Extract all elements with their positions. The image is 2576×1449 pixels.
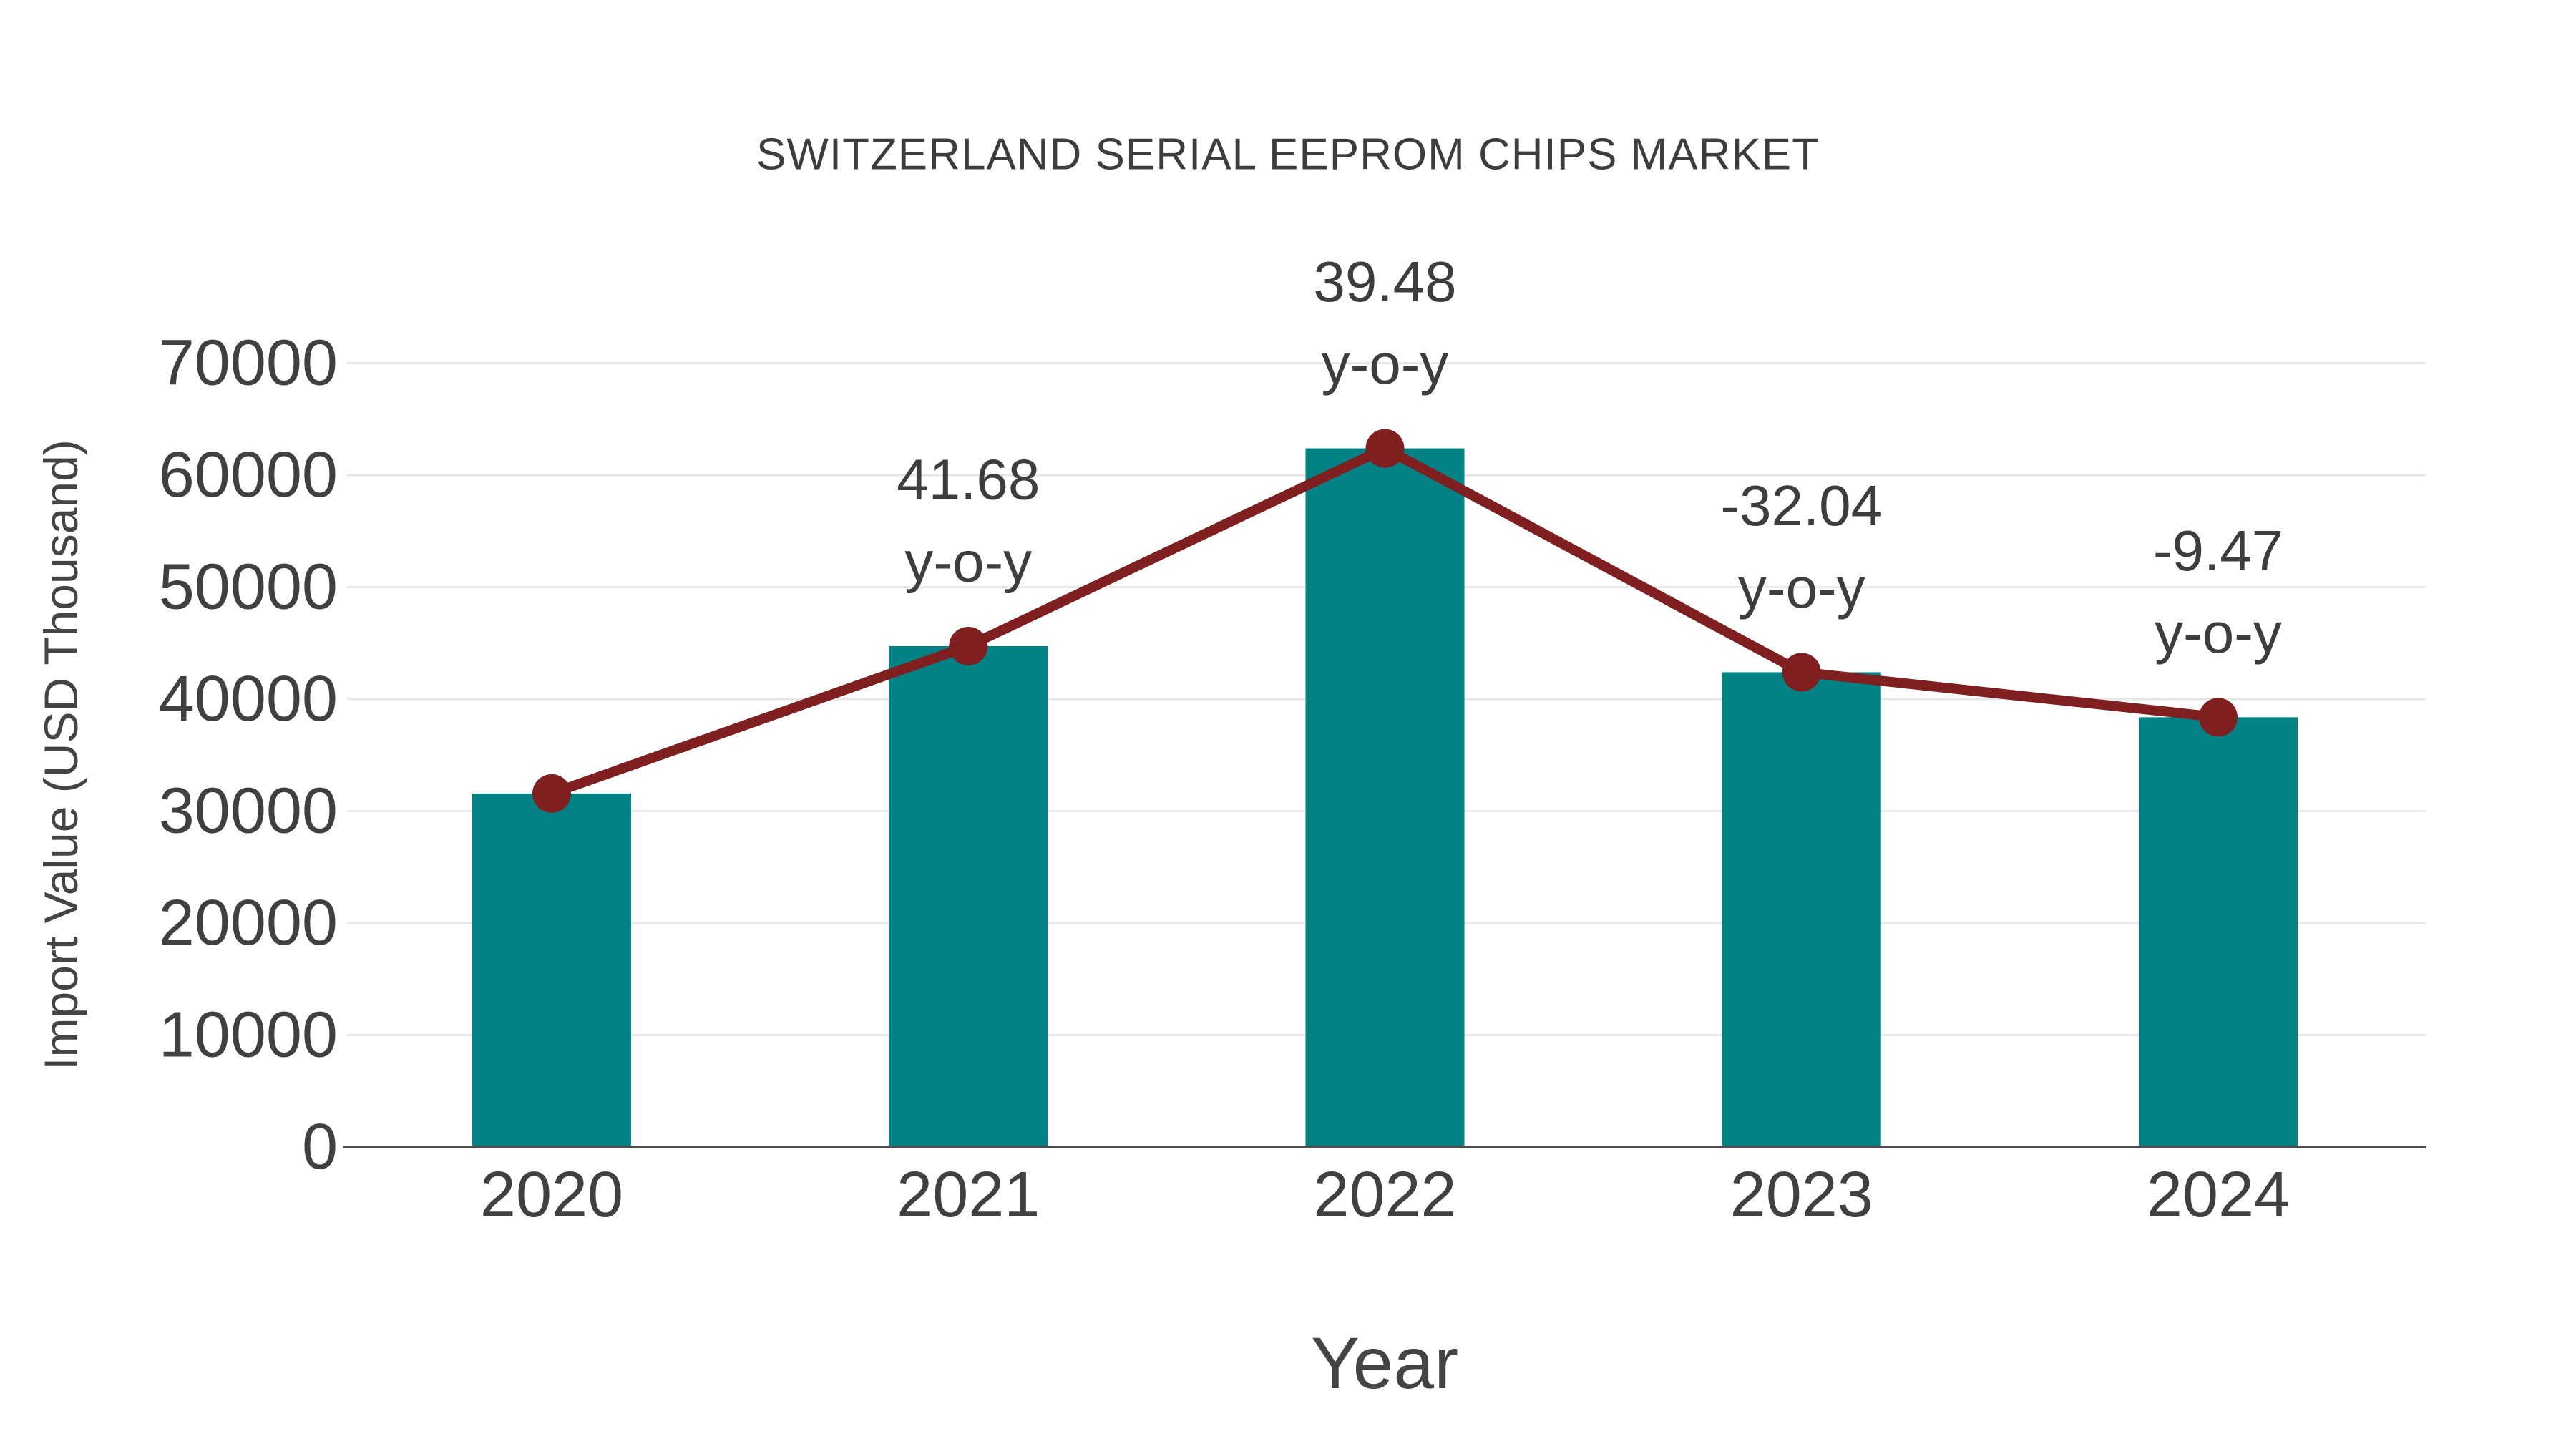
line-series — [532, 429, 2238, 813]
x-tick-label: 2023 — [1730, 1159, 1873, 1231]
x-axis-title: Year — [1311, 1322, 1458, 1404]
bar-2023 — [1722, 672, 1881, 1147]
annotation-value: -9.47 — [2153, 519, 2283, 582]
x-tick-label: 2020 — [480, 1159, 623, 1231]
y-tick-label: 10000 — [159, 1000, 338, 1071]
bar-2020 — [472, 793, 631, 1147]
annotation-value: 41.68 — [897, 447, 1040, 511]
annotation-suffix: y-o-y — [904, 530, 1032, 593]
x-tick-label: 2021 — [897, 1159, 1040, 1231]
y-tick-label: 0 — [302, 1111, 338, 1183]
y-tick-label: 30000 — [159, 776, 338, 847]
bar-2021 — [889, 645, 1048, 1147]
chart-title: SWITZERLAND SERIAL EEPROM CHIPS MARKET — [756, 130, 1820, 180]
annotation-value: 39.48 — [1313, 250, 1456, 313]
annotation-suffix: y-o-y — [1738, 556, 1865, 620]
y-axis-tick-labels: 0 10000 20000 30000 40000 50000 60000 70000 — [159, 328, 338, 1184]
x-axis-tick-labels: 2020 2021 2022 2023 2024 — [480, 1159, 2290, 1231]
bar-2022 — [1305, 448, 1465, 1147]
line-point-2024 — [2199, 698, 2238, 737]
y-tick-label: 20000 — [159, 887, 338, 959]
data-label-annotations: 41.68 y-o-y 39.48 y-o-y -32.04 y-o-y -9.47 y-o-… — [897, 250, 2283, 665]
y-tick-label: 40000 — [159, 663, 338, 735]
y-axis-title: Import Value (USD Thousand) — [34, 439, 87, 1070]
bar-series — [472, 448, 2298, 1147]
bar-2024 — [2139, 717, 2298, 1147]
annotation-value: -32.04 — [1720, 474, 1883, 537]
line-point-2023 — [1782, 653, 1821, 692]
x-tick-label: 2022 — [1313, 1159, 1456, 1231]
y-tick-label: 70000 — [159, 328, 338, 399]
y-tick-label: 60000 — [159, 439, 338, 511]
line-point-2022 — [1365, 429, 1405, 468]
annotation-suffix: y-o-y — [1322, 332, 1449, 396]
y-tick-label: 50000 — [159, 552, 338, 623]
x-tick-label: 2024 — [2147, 1159, 2290, 1231]
line-point-2020 — [532, 774, 571, 813]
annotation-suffix: y-o-y — [2155, 601, 2282, 665]
line-point-2021 — [949, 626, 988, 665]
